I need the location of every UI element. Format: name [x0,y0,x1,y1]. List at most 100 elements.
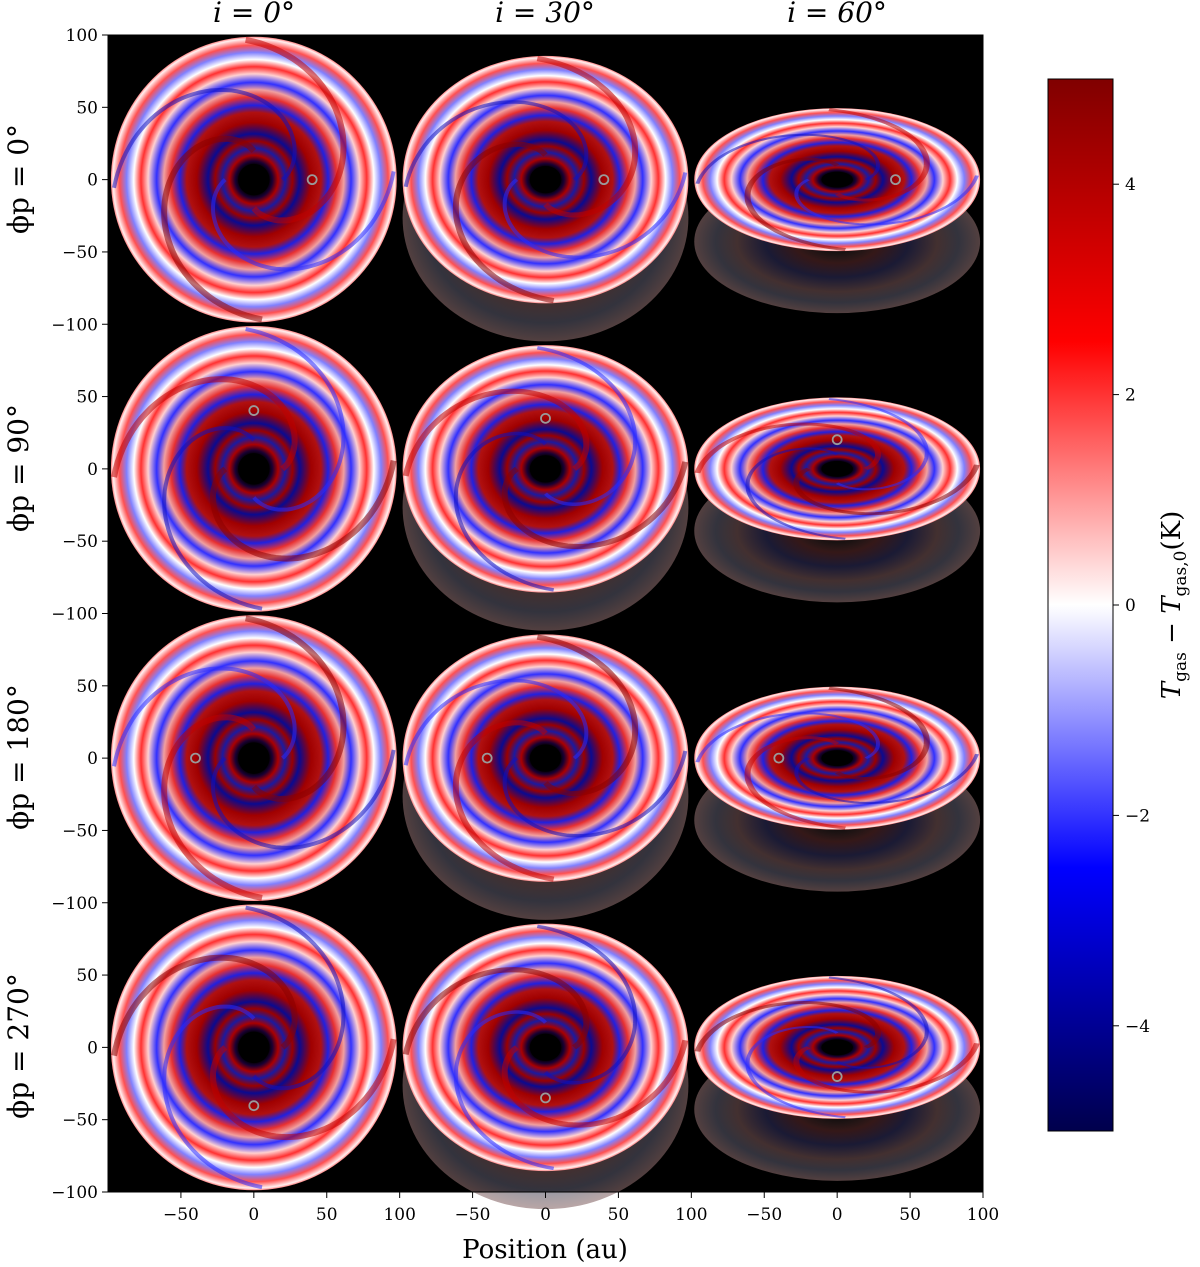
colorbar-tick-label: 2 [1125,386,1136,406]
spiral-arm [453,431,555,592]
column-title-0: i = 0° [213,0,295,29]
inner-cavity [238,742,270,774]
inner-cavity [529,1033,562,1061]
planet-marker [306,174,318,186]
spiral-arm [502,750,688,838]
spiral-arm [162,1004,263,1190]
spiral-arm [162,426,263,611]
spiral-arm [793,464,980,516]
colorbar-label-mid: − T [1157,595,1187,652]
disk-panel [694,686,981,892]
disk-panel [110,904,397,1191]
spiral-arm [536,346,638,506]
planet-marker [890,174,901,186]
spiral-arm [245,905,346,1091]
disk-panel [110,615,397,902]
planet-marker [190,752,201,764]
y-tick-label: 50 [76,98,98,118]
colorbar-label-sub1: gas [1171,652,1191,682]
spiral-arm [161,135,263,323]
spiral-arm [452,141,555,304]
spiral-arm [245,615,347,802]
spiral-arm [111,954,298,1057]
spiral-arm [211,171,396,272]
inner-cavity [529,744,562,772]
spiral-arm [210,460,397,562]
row-label-0: ϕp = 0° [2,124,35,234]
y-tick-label: 100 [66,26,98,46]
spiral-arm [828,397,929,491]
spiral-arm [502,172,688,260]
planet-marker [481,752,493,764]
disk [694,975,981,1119]
row-label-3: ϕp = 270° [2,973,35,1119]
planet-marker [540,1092,551,1104]
spiral-arm [828,108,930,202]
disk-panel [402,923,689,1210]
disk-panel [694,397,981,603]
inner-cavity [238,163,270,196]
planet-marker [540,412,551,424]
spiral-arm [745,447,846,540]
column-title-1: i = 30° [495,0,595,29]
spiral-arm [112,666,297,767]
spiral-arm [161,714,263,901]
y-tick-label: −50 [62,243,98,263]
spiral-arm [501,461,689,550]
y-tick-label: 50 [76,966,98,986]
disk-panel [402,345,689,631]
y-tick-label: −50 [62,532,98,552]
inner-cavity [821,1039,853,1056]
spiral-arm [112,87,297,189]
planet-marker [598,174,610,186]
spiral-arm [695,133,880,184]
planet-marker [831,1071,843,1082]
disk [694,108,981,252]
disk [110,615,397,902]
spiral-arm [403,678,589,766]
spiral-arm [744,157,846,251]
spiral-arm [210,1038,397,1141]
disk [694,397,981,541]
planet-marker [831,434,843,446]
panel-grid [108,35,983,1210]
spiral-arm [111,376,298,478]
colorbar-label-unit: (K) [1157,511,1187,551]
spiral-arm [501,1039,689,1128]
disk [402,55,689,304]
disk [694,686,981,830]
x-tick-label: −50 [746,1205,782,1225]
x-tick-label: 50 [316,1205,338,1225]
x-tick-label: −50 [163,1205,199,1225]
disk [110,36,397,323]
spiral-arm [793,1042,980,1094]
spiral-arm [245,36,347,224]
y-tick-label: 0 [87,749,98,769]
disk-panel [694,108,981,314]
y-tick-label: 0 [87,1038,98,1058]
y-tick-label: −100 [51,605,98,625]
spiral-arm [695,712,880,763]
axes: 100 50 0 −50 −100 50 0 −50 −100 50 0 −50 −100 50 0 −50 −… [51,26,999,1225]
colorbar [1047,78,1114,1132]
inner-cavity [821,171,853,188]
y-tick-label: 50 [76,677,98,697]
disk [402,345,689,593]
y-tick-label: −50 [62,1111,98,1131]
spiral-arm [403,100,589,188]
y-tick-label: −100 [51,1183,98,1203]
disk-panel [110,36,397,323]
planet-marker [248,405,260,416]
planet-marker [773,752,785,764]
planet-marker [248,1100,260,1112]
x-tick-label: 0 [832,1205,843,1225]
y-tick-label: 0 [87,460,98,480]
row-label-2: ϕp = 180° [2,684,35,830]
disk [402,634,689,882]
spiral-arm [828,976,929,1069]
spiral-arm [536,56,639,218]
spiral-arm [744,736,846,830]
colorbar-label: Tgas − Tgas,0(K) [1157,511,1191,699]
spiral-arm [211,749,396,850]
